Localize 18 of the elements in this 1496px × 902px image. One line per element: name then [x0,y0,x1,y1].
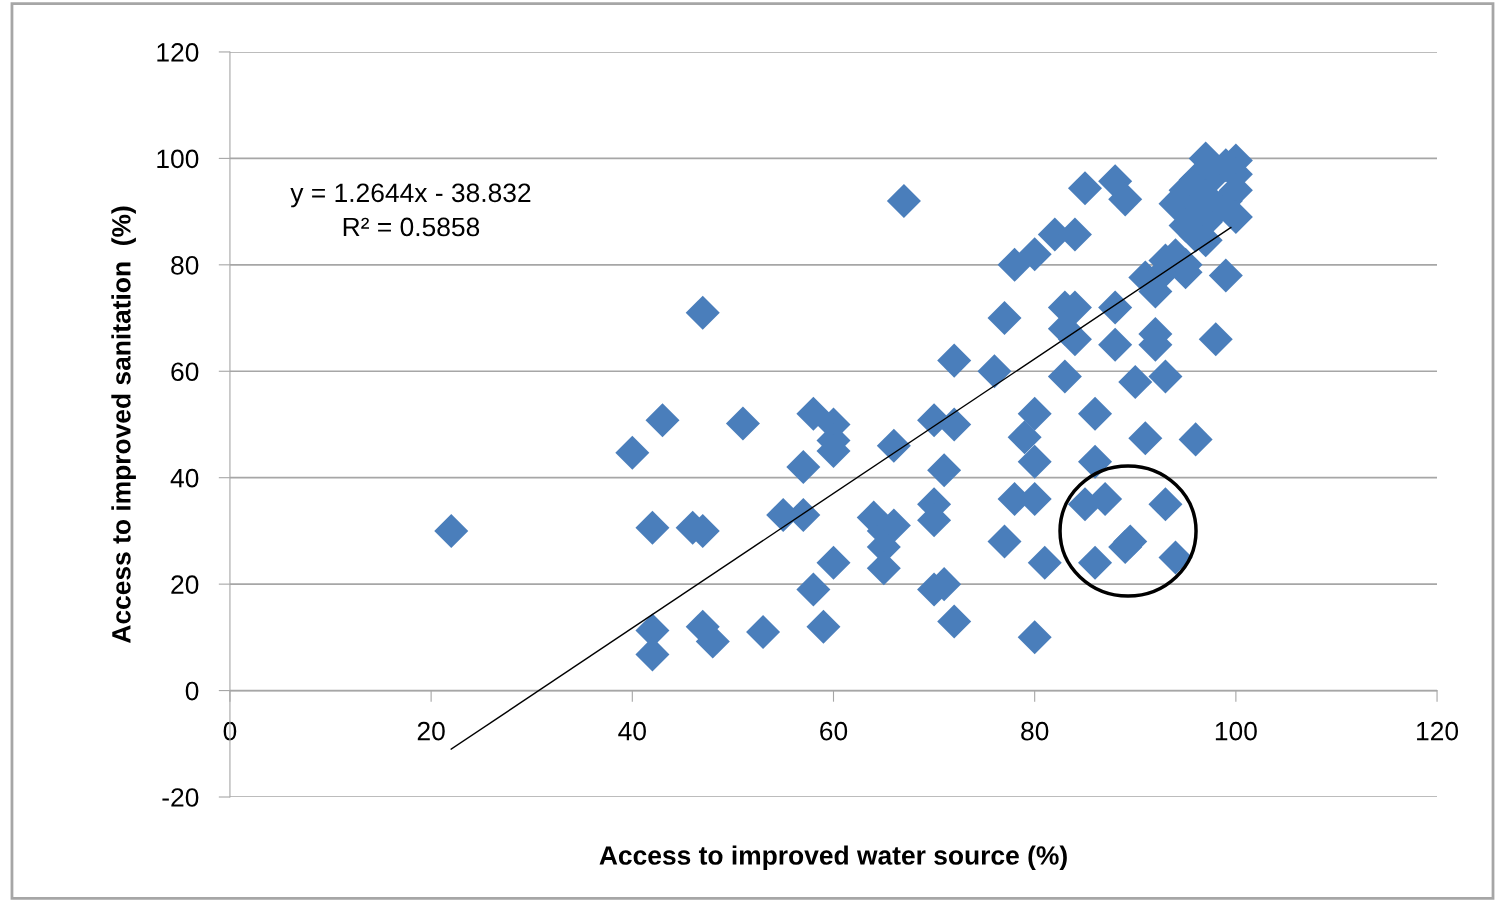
y-tick-label: -20 [162,788,199,807]
x-tick-label: 60 [820,721,848,741]
x-tick-label: 40 [618,721,646,741]
x-tick-label: 120 [1417,721,1459,741]
y-tick-label: 20 [171,575,199,594]
y-tick-label: 100 [157,149,199,169]
y-tick-label: 80 [171,255,199,275]
x-tick-label: 80 [1021,721,1049,741]
y-tick-label: 40 [170,468,199,488]
y-tick-label: 120 [157,43,199,62]
x-tick-label: 20 [417,721,445,741]
x-tick-label: 0 [223,721,237,741]
annotation: y = 1.2644x - 38.832 R² = 0.5858 [290,183,531,237]
y-tick-label: 60 [171,362,199,382]
y-axis-title: Access to improved sanitation (%) [111,206,136,644]
x-tick-label: 100 [1215,721,1257,741]
x-axis-title: Access to improved water source (%) [599,845,1067,871]
y-tick-label: 0 [185,681,199,701]
